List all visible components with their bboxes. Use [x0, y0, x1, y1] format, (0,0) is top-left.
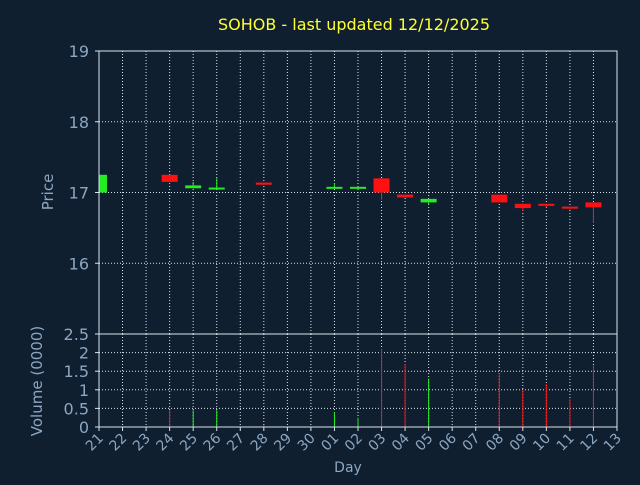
chart-title: SOHOB - last updated 12/12/2025	[218, 15, 490, 34]
candle-body	[326, 186, 343, 189]
candle-body	[99, 174, 107, 193]
volume-tick-label: 1	[79, 381, 89, 400]
price-y-axis: 16 17 18 19	[69, 42, 99, 273]
x-tick-label: 03	[365, 431, 389, 455]
volume-grid	[99, 334, 617, 427]
candle-body	[561, 206, 578, 209]
candle-body	[208, 187, 225, 190]
candle-body	[514, 203, 531, 209]
volume-bars	[169, 348, 594, 427]
x-tick-label: 05	[413, 431, 437, 455]
volume-tick-label: 0.5	[64, 399, 89, 418]
candle-body	[185, 185, 202, 189]
x-tick-label: 13	[601, 431, 625, 455]
candle-body	[397, 194, 414, 198]
candle-body	[538, 203, 555, 206]
x-axis-label: Day	[334, 460, 362, 476]
volume-panel-frame	[98, 333, 618, 428]
x-tick-label: 28	[248, 431, 272, 455]
x-tick-label: 22	[106, 431, 130, 455]
x-tick-label: 11	[554, 431, 578, 455]
x-tick-label: 27	[224, 431, 248, 455]
price-tick-label: 18	[69, 113, 89, 132]
x-tick-label: 25	[177, 431, 201, 455]
price-tick-label: 19	[69, 42, 89, 61]
price-axis-label: Price	[39, 174, 57, 211]
x-tick-label: 23	[130, 431, 154, 455]
x-tick-label: 02	[342, 431, 366, 455]
price-grid	[99, 51, 617, 334]
x-tick-label: 12	[577, 431, 601, 455]
candle-body	[161, 174, 178, 182]
candle-body	[350, 186, 366, 189]
x-tick-label: 29	[271, 431, 295, 455]
x-tick-label: 04	[389, 430, 413, 454]
volume-tick-label: 2	[79, 344, 89, 363]
candle-body	[420, 198, 437, 203]
candle-body	[491, 194, 508, 203]
x-tick-label: 24	[154, 430, 178, 454]
x-tick-label: 07	[460, 431, 484, 455]
volume-tick-label: 2.5	[64, 325, 89, 344]
x-tick-label: 06	[436, 430, 460, 454]
volume-tick-label: 1.5	[64, 362, 89, 381]
x-tick-label: 10	[530, 431, 554, 455]
price-tick-label: 17	[69, 184, 89, 203]
x-tick-label: 26	[201, 430, 225, 454]
candle-body	[373, 178, 390, 193]
volume-axis-label: Volume (0000)	[28, 326, 46, 436]
x-axis: 21 22 23 24 25 26 27 28 29 30 01 02 03 04 05 06 07 08 09 10…	[83, 427, 625, 454]
volume-tick-label: 0	[79, 418, 89, 437]
candles	[98, 174, 602, 223]
x-tick-label: 08	[483, 431, 507, 455]
x-tick-label: 30	[295, 431, 319, 455]
candle-body	[585, 202, 602, 208]
price-tick-label: 16	[69, 254, 89, 273]
candle-body	[255, 182, 272, 185]
x-tick-label: 01	[318, 431, 342, 455]
x-tick-label: 09	[507, 431, 531, 455]
volume-y-axis: 00.511.522.5	[64, 325, 99, 437]
